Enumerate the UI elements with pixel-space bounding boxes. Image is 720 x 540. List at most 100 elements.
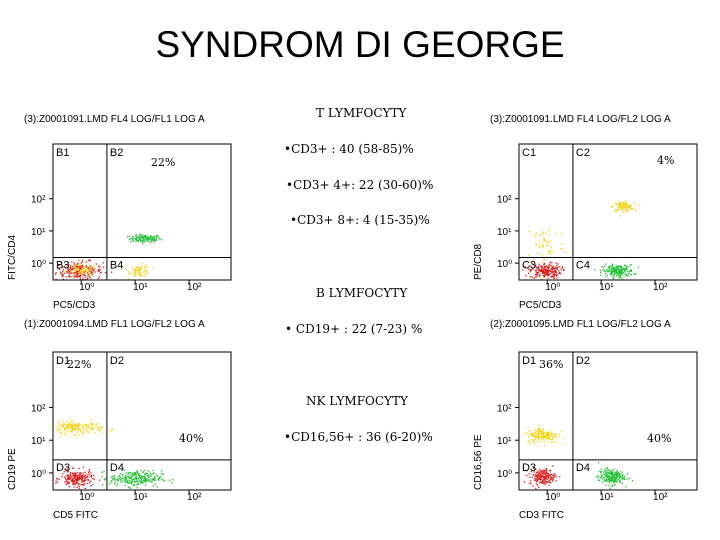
point-yellow [59,432,61,434]
scatter-points [55,419,174,490]
point-yellow [542,437,544,439]
point-red [538,275,540,277]
point-red [550,264,552,267]
point-green [141,479,143,481]
point-yellow [537,440,539,443]
point-green [605,473,608,475]
point-green [150,237,152,239]
point-red [533,277,535,279]
point-yellow [133,275,136,277]
point-green [130,472,132,474]
point-red [66,471,68,473]
point-yellow [127,278,129,280]
point-green [137,472,139,474]
point-yellow [620,202,622,204]
point-green [620,276,622,278]
point-red [553,476,555,479]
point-red [546,269,549,271]
point-red [539,269,541,271]
point-red [62,275,64,277]
point-yellow [625,200,627,202]
point-green [125,479,128,481]
point-yellow [80,270,82,273]
point-red [80,477,82,479]
point-red [86,272,88,274]
point-green [613,267,615,269]
point-yellow [93,265,95,267]
point-yellow [135,267,137,270]
nk-section-heading: NK LYMFOCYTY [306,394,408,408]
point-yellow [72,434,75,436]
point-green [617,269,619,271]
point-yellow [90,424,93,426]
point-yellow [78,424,81,427]
point-green [132,473,134,475]
point-red [58,268,60,270]
point-red [526,474,528,477]
point-green [151,477,153,480]
point-red [81,479,83,481]
point-yellow [65,426,68,428]
point-yellow [77,263,80,265]
point-red [93,474,95,476]
point-yellow [73,429,75,431]
point-red [78,485,80,487]
point-green [128,235,130,237]
point-green [162,473,164,476]
point-yellow [543,237,545,239]
point-green [613,266,615,268]
point-yellow [631,208,633,210]
point-green [150,239,153,241]
point-green [161,470,163,472]
point-yellow [67,431,69,433]
point-green [608,485,610,487]
point-red [80,267,82,269]
point-green [608,470,610,472]
point-yellow [549,250,551,252]
point-yellow [127,273,130,275]
point-yellow [541,437,543,439]
point-yellow [622,208,624,210]
point-yellow [628,206,630,208]
point-yellow [96,423,98,425]
x-tick-label: 10⁰ [79,492,94,503]
point-red [74,265,76,267]
point-yellow [72,428,74,431]
point-yellow [548,234,550,236]
point-green [149,235,151,237]
point-red [547,273,549,275]
x-tick-label: 10¹ [599,282,614,293]
point-red [555,271,557,273]
point-yellow [551,433,553,435]
point-yellow [535,433,537,435]
point-yellow [141,272,143,274]
quadrant-label-c2: C2 [576,147,590,159]
point-green [605,480,607,482]
point-yellow [626,205,628,207]
x-axis-label: PC5/CD3 [53,300,96,311]
point-red [550,275,552,278]
point-yellow [68,423,70,426]
point-yellow [90,269,93,271]
point-red [79,471,81,474]
point-red [537,267,539,269]
point-yellow [134,270,136,273]
quadrant-label-d1: D1 [56,355,70,367]
point-red [549,479,551,481]
point-green [153,472,155,474]
point-yellow [75,427,78,430]
point-green [131,238,133,240]
point-yellow [624,209,627,212]
point-yellow [543,238,545,240]
quadrant-label-d3: D3 [56,462,70,474]
point-red [548,474,550,476]
point-yellow [549,438,552,440]
point-green [607,479,610,481]
point-red [545,268,547,271]
point-green [620,270,622,272]
point-yellow [547,230,550,232]
point-green [597,462,600,464]
point-yellow [69,423,72,426]
point-yellow [632,208,634,210]
point-yellow [547,241,549,243]
